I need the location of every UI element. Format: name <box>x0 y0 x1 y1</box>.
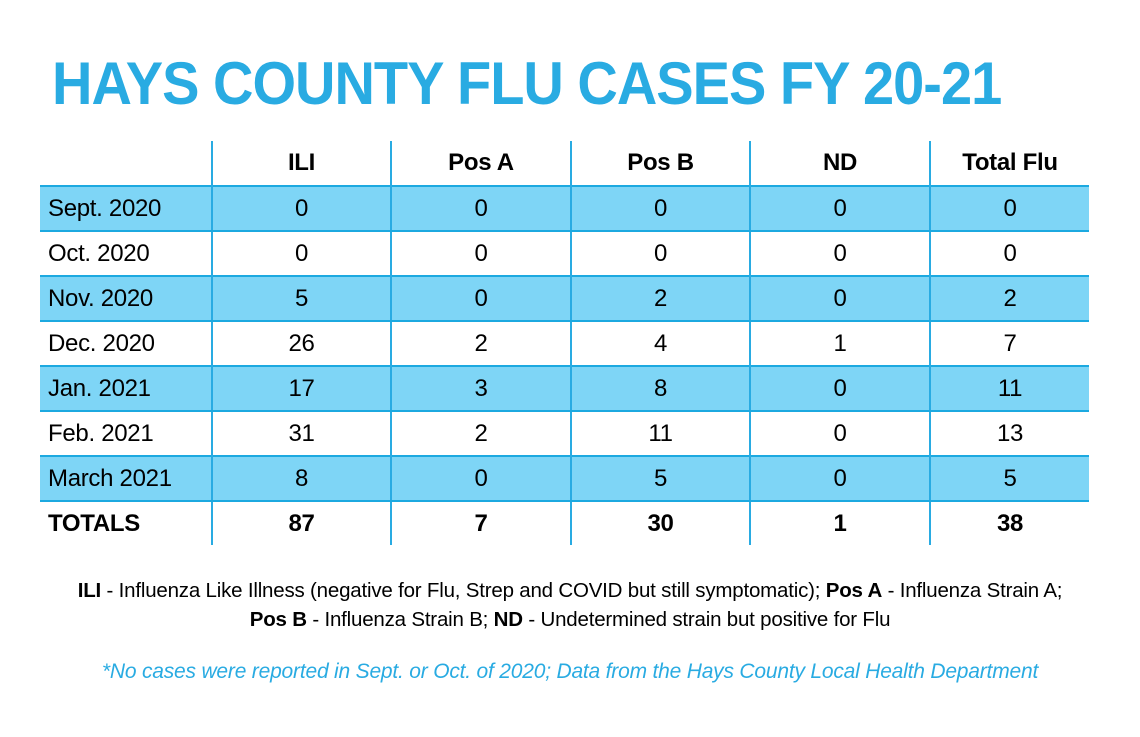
legend-term-nd: ND <box>493 608 523 631</box>
totals-value-cell: 7 <box>390 501 571 545</box>
value-cell: 2 <box>929 275 1089 322</box>
flu-cases-table: ILI Pos A Pos B ND Total Flu Sept. 2020 … <box>40 141 1089 545</box>
header-cell-pos-b: Pos B <box>570 141 750 186</box>
value-cell: 2 <box>390 321 571 366</box>
header-cell-total-flu: Total Flu <box>929 141 1089 186</box>
value-cell: 0 <box>570 185 750 232</box>
totals-label-cell: TOTALS <box>48 509 140 537</box>
value-cell: 7 <box>929 321 1089 366</box>
table-row-dec-2020: Dec. 2020 26 2 4 1 7 <box>40 321 1089 366</box>
value-cell: 11 <box>929 365 1089 412</box>
header-cell-month <box>40 141 212 186</box>
table-row-feb-2021: Feb. 2021 31 2 11 0 13 <box>40 411 1089 456</box>
month-cell: Dec. 2020 <box>48 329 155 357</box>
legend-term-pos-a: Pos A <box>825 579 883 602</box>
value-cell: 1 <box>749 321 930 366</box>
month-cell: March 2021 <box>40 455 212 502</box>
header-cell-pos-a: Pos A <box>390 141 571 186</box>
legend-line-2: Pos B - Influenza Strain B; ND - Undeter… <box>0 605 1140 634</box>
value-cell: 0 <box>749 455 930 502</box>
month-cell: Oct. 2020 <box>48 239 150 267</box>
value-cell: 0 <box>390 455 571 502</box>
totals-value-cell: 87 <box>211 501 391 545</box>
value-cell: 0 <box>211 231 391 276</box>
table-row-sept-2020: Sept. 2020 0 0 0 0 0 <box>40 185 1089 232</box>
month-cell: Jan. 2021 <box>40 365 212 412</box>
legend-term-ili: ILI <box>77 579 102 602</box>
value-cell: 0 <box>390 275 571 322</box>
header-cell-ili: ILI <box>211 141 391 186</box>
value-cell: 2 <box>390 411 571 456</box>
value-cell: 0 <box>749 411 930 456</box>
value-cell: 17 <box>211 365 391 412</box>
value-cell: 5 <box>570 455 750 502</box>
month-cell: Feb. 2021 <box>48 419 154 447</box>
table-row-totals: TOTALS 87 7 30 1 38 <box>40 501 1089 545</box>
value-cell: 0 <box>390 231 571 276</box>
value-cell: 0 <box>749 365 930 412</box>
value-cell: 0 <box>211 185 391 232</box>
value-cell: 8 <box>211 455 391 502</box>
month-cell: Sept. 2020 <box>40 185 212 232</box>
value-cell: 0 <box>570 231 750 276</box>
legend-definition-pos-b: - Influenza Strain B; <box>306 608 494 631</box>
table-row-march-2021: March 2021 8 0 5 0 5 <box>40 455 1089 502</box>
value-cell: 5 <box>211 275 391 322</box>
value-cell: 13 <box>929 411 1089 456</box>
header-cell-nd: ND <box>749 141 930 186</box>
value-cell: 4 <box>570 321 750 366</box>
value-cell: 0 <box>749 231 930 276</box>
table-row-nov-2020: Nov. 2020 5 0 2 0 2 <box>40 275 1089 322</box>
value-cell: 0 <box>749 275 930 322</box>
value-cell: 0 <box>749 185 930 232</box>
totals-value-cell: 30 <box>570 501 750 545</box>
page-title: HAYS COUNTY FLU CASES FY 20-21 <box>52 49 1002 118</box>
value-cell: 3 <box>390 365 571 412</box>
value-cell: 0 <box>929 231 1089 276</box>
table-row-jan-2021: Jan. 2021 17 3 8 0 11 <box>40 365 1089 412</box>
source-note: *No cases were reported in Sept. or Oct.… <box>101 660 1039 683</box>
legend-definition-nd: - Undetermined strain but positive for F… <box>522 608 891 631</box>
value-cell: 0 <box>929 185 1089 232</box>
value-cell: 5 <box>929 455 1089 502</box>
totals-value-cell: 38 <box>929 501 1089 545</box>
abbreviation-legend: ILI - Influenza Like Illness (negative f… <box>0 576 1140 634</box>
totals-value-cell: 1 <box>749 501 930 545</box>
value-cell: 31 <box>211 411 391 456</box>
legend-line-1: ILI - Influenza Like Illness (negative f… <box>0 576 1140 605</box>
legend-definition-pos-a: - Influenza Strain A; <box>882 579 1063 602</box>
value-cell: 26 <box>211 321 391 366</box>
value-cell: 11 <box>570 411 750 456</box>
value-cell: 0 <box>390 185 571 232</box>
month-cell: Nov. 2020 <box>40 275 212 322</box>
legend-definition-ili: - Influenza Like Illness (negative for F… <box>101 579 826 602</box>
value-cell: 8 <box>570 365 750 412</box>
value-cell: 2 <box>570 275 750 322</box>
table-header-row: ILI Pos A Pos B ND Total Flu <box>40 141 1089 186</box>
legend-term-pos-b: Pos B <box>249 608 307 631</box>
table-row-oct-2020: Oct. 2020 0 0 0 0 0 <box>40 231 1089 276</box>
